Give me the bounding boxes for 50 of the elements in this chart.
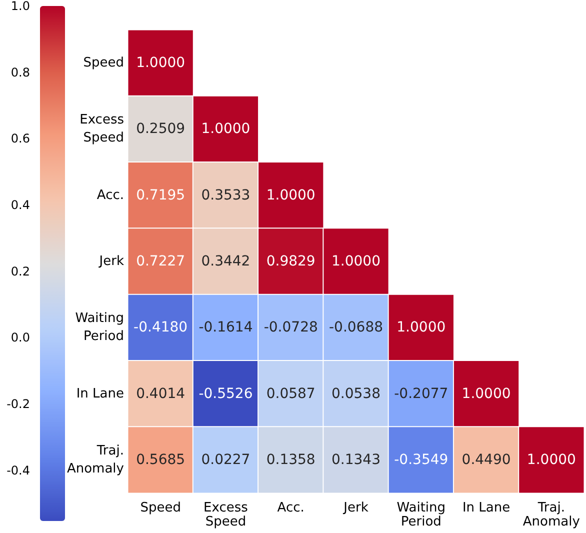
data-label: 1.0000 xyxy=(201,121,250,138)
data-label: 1.0000 xyxy=(266,187,316,204)
x-tick-label: Traj. Anomaly xyxy=(522,500,580,530)
x-tick-label: In Lane xyxy=(462,500,510,516)
data-label: 0.3442 xyxy=(201,254,250,270)
data-label: 0.7227 xyxy=(136,254,186,270)
data-label: 0.0538 xyxy=(332,386,380,402)
data-label: 1.0000 xyxy=(462,386,511,402)
data-label: 0.7195 xyxy=(136,187,186,204)
x-tick-label: Excess Speed xyxy=(204,500,248,530)
data-label: 1.0000 xyxy=(136,55,186,72)
color-bar-label: -0.2 xyxy=(6,397,30,412)
data-label: 0.2509 xyxy=(136,121,186,138)
y-tick-label: Jerk xyxy=(98,254,124,269)
data-label: -0.2077 xyxy=(394,386,448,402)
data-label: -0.0728 xyxy=(264,320,318,336)
data-label: -0.5526 xyxy=(198,386,253,402)
x-tick-label: Jerk xyxy=(342,500,369,516)
y-tick-label: Excess Speed xyxy=(80,112,124,146)
data-label: 0.4014 xyxy=(136,386,186,402)
data-label: -0.4180 xyxy=(134,320,188,336)
y-tick-label: Waiting Period xyxy=(75,311,124,344)
color-bar-label: -0.4 xyxy=(6,463,30,478)
data-label: 0.0587 xyxy=(266,386,316,402)
color-bar-label: 0.8 xyxy=(10,65,30,80)
data-label: 1.0000 xyxy=(526,452,576,468)
data-label: 1.0000 xyxy=(396,320,446,336)
data-label: -0.3549 xyxy=(394,452,448,468)
color-bar-label: 1.0 xyxy=(10,0,30,13)
y-tick-label: In Lane xyxy=(76,386,124,402)
data-label: 0.4490 xyxy=(462,452,511,468)
data-label: 0.3533 xyxy=(201,187,250,204)
color-bar-label: 0.4 xyxy=(10,198,30,212)
y-tick-label: Acc. xyxy=(96,188,124,203)
x-tick-label: Speed xyxy=(140,500,181,516)
data-label: -0.1614 xyxy=(198,320,253,336)
data-label: -0.0688 xyxy=(328,320,384,336)
x-tick-label: Waiting Period xyxy=(396,500,446,530)
color-bar-label: 0.0 xyxy=(10,330,30,345)
color-bar-label: 0.2 xyxy=(10,264,30,278)
data-label: 0.1358 xyxy=(266,452,316,468)
data-label: 0.1343 xyxy=(332,452,380,468)
color-bar-label: 0.6 xyxy=(10,132,30,146)
y-tick-label: Speed xyxy=(83,56,124,71)
y-tick-label: Traj. Anomaly xyxy=(66,443,124,476)
data-label: 0.5685 xyxy=(136,452,186,468)
data-label: 0.0227 xyxy=(201,452,250,468)
data-label: 1.0000 xyxy=(332,254,380,270)
data-label: 0.9829 xyxy=(266,254,316,270)
x-tick-label: Acc. xyxy=(277,500,304,516)
